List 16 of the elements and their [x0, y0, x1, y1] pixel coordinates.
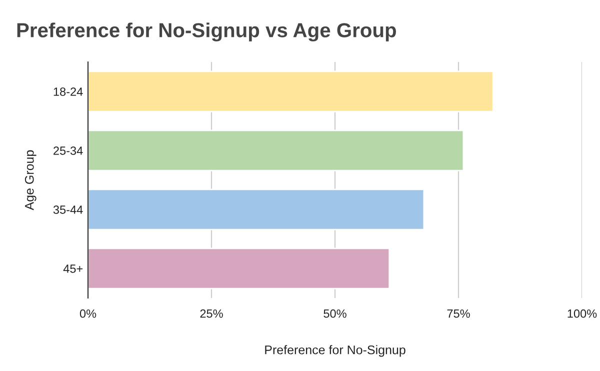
chart-title: Preference for No-Signup vs Age Group	[17, 22, 396, 42]
y-tick-label: 18-24	[54, 88, 83, 96]
bar	[88, 70, 494, 112]
y-tick-label: 45+	[63, 264, 83, 273]
bar	[88, 188, 425, 230]
x-tick-label: 100%	[568, 309, 597, 318]
y-tick-label: 25-34	[54, 146, 83, 155]
x-axis-title: Preference for No-Signup	[265, 345, 406, 357]
bar	[88, 248, 390, 290]
x-tick-label: 25%	[200, 309, 223, 318]
x-tick-label: 50%	[324, 309, 346, 318]
y-axis-title: Age Group	[24, 150, 36, 210]
y-tick-label: 35-44	[53, 206, 83, 214]
bar	[88, 130, 464, 172]
x-tick-label: 0%	[80, 309, 96, 318]
x-tick-label: 75%	[447, 309, 470, 318]
